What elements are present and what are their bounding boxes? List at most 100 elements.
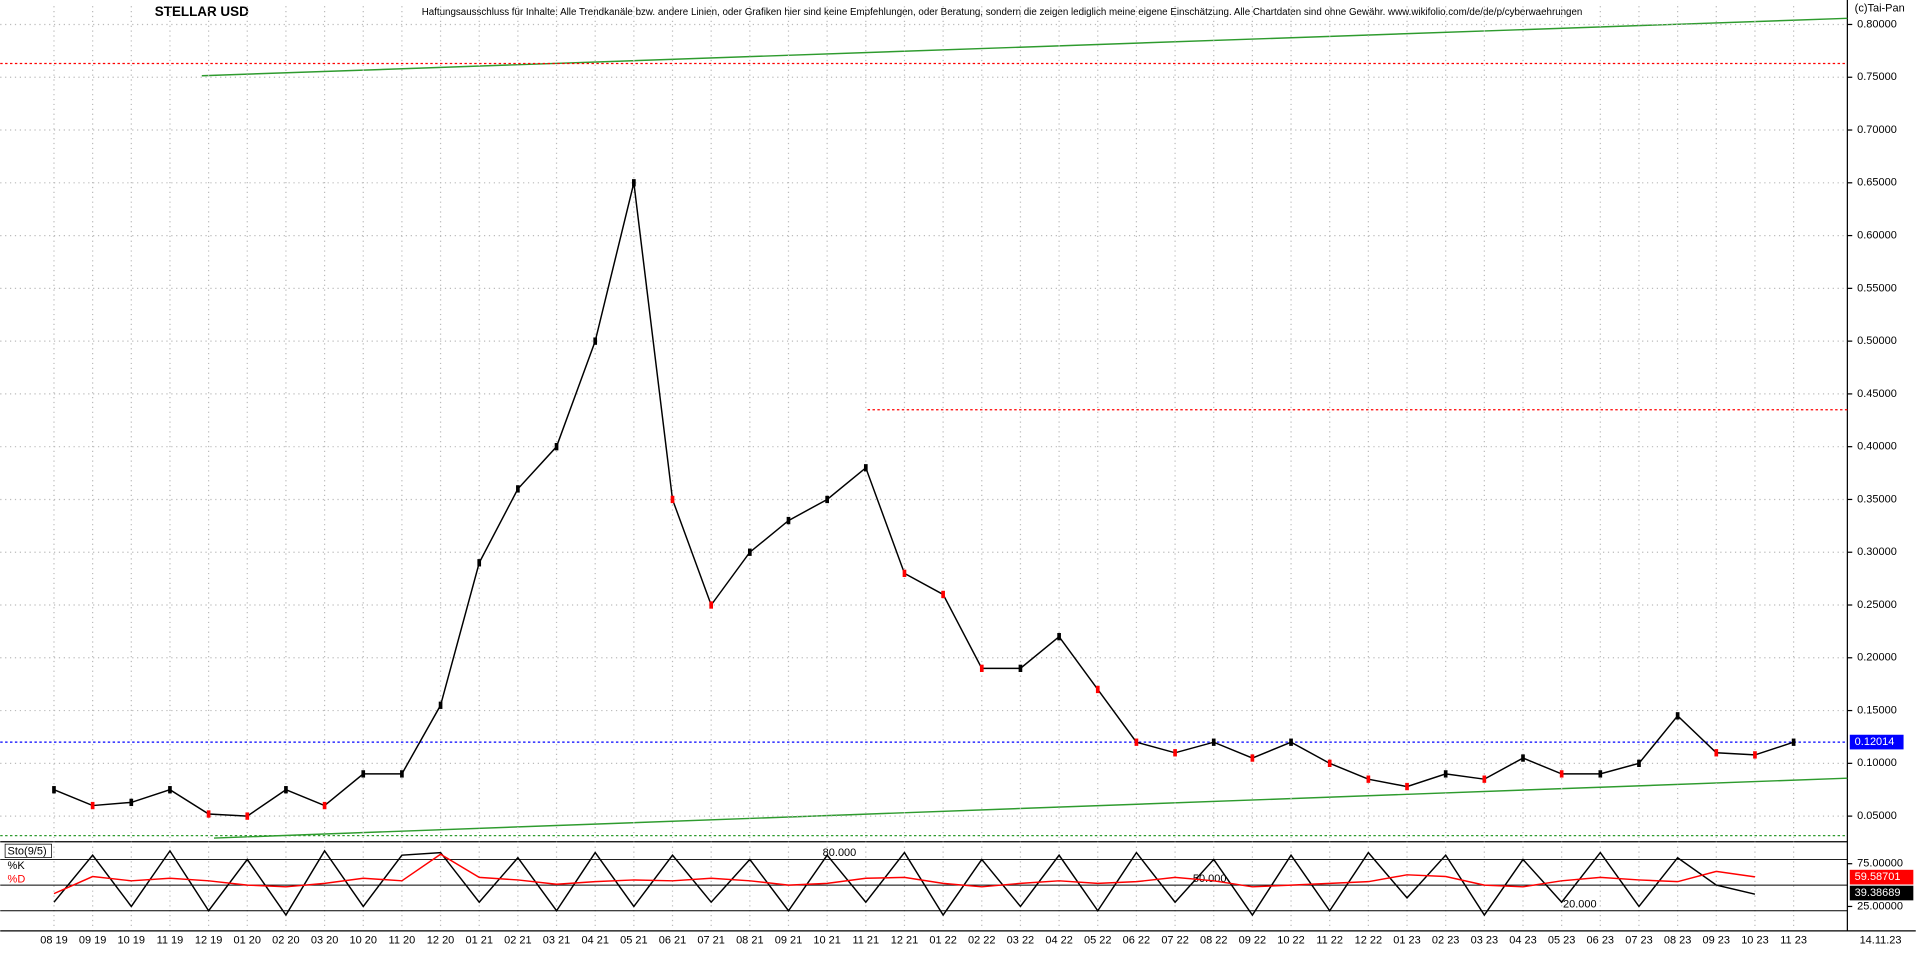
price-mark xyxy=(554,443,559,451)
y-tick-label: 0.60000 xyxy=(1857,229,1897,241)
price-mark xyxy=(1327,759,1332,768)
series-line xyxy=(53,182,1794,817)
x-tick-label: 01 21 xyxy=(465,935,493,947)
x-tick-label: 06 21 xyxy=(659,935,687,947)
x-tick-label: 06 23 xyxy=(1587,935,1614,947)
price-mark xyxy=(90,801,95,810)
x-tick-label: 01 22 xyxy=(929,935,957,947)
x-tick-label: 10 19 xyxy=(118,935,146,947)
price-mark xyxy=(1791,738,1796,746)
price-mark xyxy=(400,770,404,778)
x-tick-label: 12 21 xyxy=(891,935,919,947)
price-mark xyxy=(747,548,752,556)
y-tick-label: 0.35000 xyxy=(1857,493,1897,505)
x-tick-label: 03 22 xyxy=(1007,935,1035,947)
x-tick-label: 08 21 xyxy=(736,935,764,947)
x-tick-label: 11 21 xyxy=(852,935,879,947)
x-tick-label: 03 21 xyxy=(543,935,571,947)
price-mark xyxy=(129,798,134,807)
x-tick-label: 10 23 xyxy=(1741,935,1768,947)
price-mark xyxy=(1289,738,1293,746)
y-tick-label: 0.05000 xyxy=(1857,810,1897,822)
y-tick-label: 0.30000 xyxy=(1857,546,1897,558)
price-mark xyxy=(941,590,945,599)
price-mark xyxy=(1714,749,1719,757)
y-tick-label: 0.50000 xyxy=(1857,335,1897,347)
price-mark xyxy=(709,601,714,609)
x-tick-label: 07 23 xyxy=(1625,935,1652,947)
x-tick-label: 12 20 xyxy=(427,935,455,947)
price-mark xyxy=(284,786,288,794)
y-tick-label: 0.25000 xyxy=(1857,599,1897,611)
price-mark xyxy=(361,770,366,778)
last-value-label: 39.38689 xyxy=(1855,887,1901,899)
x-tick-label: 04 23 xyxy=(1509,935,1536,947)
x-tick-label: 02 21 xyxy=(504,935,532,947)
x-tick-label: 04 21 xyxy=(581,935,609,947)
x-tick-label: 11 20 xyxy=(389,935,416,947)
price-mark xyxy=(632,179,636,187)
price-mark xyxy=(1405,782,1409,791)
y-tick-label: 0.80000 xyxy=(1857,18,1897,30)
x-tick-label: 11 22 xyxy=(1316,935,1343,947)
x-tick-label: 08 23 xyxy=(1664,935,1691,947)
x-tick-label: 07 22 xyxy=(1161,935,1189,947)
x-tick-label: 08 19 xyxy=(40,935,67,947)
x-tick-label: 01 20 xyxy=(234,935,261,947)
last-value-label: 0.12014 xyxy=(1855,736,1895,748)
y-tick-label: 0.65000 xyxy=(1857,177,1897,189)
y-tick-label: 0.70000 xyxy=(1857,124,1897,136)
price-mark xyxy=(1366,775,1371,783)
y-tick-label: 75.00000 xyxy=(1857,858,1903,870)
series-line xyxy=(53,849,1756,917)
y-tick-label: 0.15000 xyxy=(1857,704,1897,716)
price-mark xyxy=(322,801,327,810)
last-value-box xyxy=(1849,885,1914,901)
x-tick-label: 09 23 xyxy=(1703,935,1730,947)
price-mark xyxy=(786,516,791,525)
level-label: 20.000 xyxy=(1563,899,1597,911)
x-tick-label: 03 20 xyxy=(311,935,339,947)
price-mark xyxy=(1095,685,1100,694)
last-value-label: 59.58701 xyxy=(1855,871,1901,883)
y-tick-label: 0.45000 xyxy=(1857,388,1897,400)
y-tick-label: 0.10000 xyxy=(1857,757,1897,769)
x-tick-label: 07 21 xyxy=(697,935,725,947)
x-tick-label: 12 19 xyxy=(195,935,223,947)
x-tick-label: 02 20 xyxy=(272,935,300,947)
date: 14.11.23 xyxy=(1860,935,1902,947)
price-mark xyxy=(1482,775,1487,783)
price-mark xyxy=(1250,754,1255,762)
x-tick-label: 10 21 xyxy=(813,935,841,947)
x-tick-label: 09 19 xyxy=(79,935,106,947)
disclaimer: Haftungsausschluss für Inhalte: Alle Tre… xyxy=(422,7,1583,18)
indicator-box xyxy=(4,843,52,858)
price-mark xyxy=(1211,738,1216,746)
price-mark xyxy=(1675,712,1680,720)
x-tick-label: 12 22 xyxy=(1355,935,1382,947)
x-tick-label: 03 23 xyxy=(1471,935,1499,947)
x-tick-label: 01 23 xyxy=(1393,935,1420,947)
price-mark xyxy=(477,559,482,567)
price-mark xyxy=(1443,770,1448,778)
price-mark xyxy=(979,664,984,673)
x-tick-label: 09 21 xyxy=(775,935,803,947)
price-mark xyxy=(1559,770,1564,778)
price-mark xyxy=(670,495,675,504)
price-mark xyxy=(902,569,907,578)
source: (c)Tai-Pan xyxy=(1855,2,1905,14)
price-mark xyxy=(1173,749,1177,757)
y-tick-label: 25.00000 xyxy=(1857,900,1903,912)
price-mark xyxy=(825,495,829,504)
price-mark xyxy=(1134,738,1139,746)
x-tick-label: 06 22 xyxy=(1123,935,1151,947)
last-value-box xyxy=(1849,734,1904,750)
chart-title: STELLAR USD xyxy=(155,4,249,19)
legend-d: %D xyxy=(8,873,26,885)
x-tick-label: 11 19 xyxy=(157,935,184,947)
level-label: 80.000 xyxy=(823,847,857,859)
x-tick-label: 04 22 xyxy=(1045,935,1073,947)
